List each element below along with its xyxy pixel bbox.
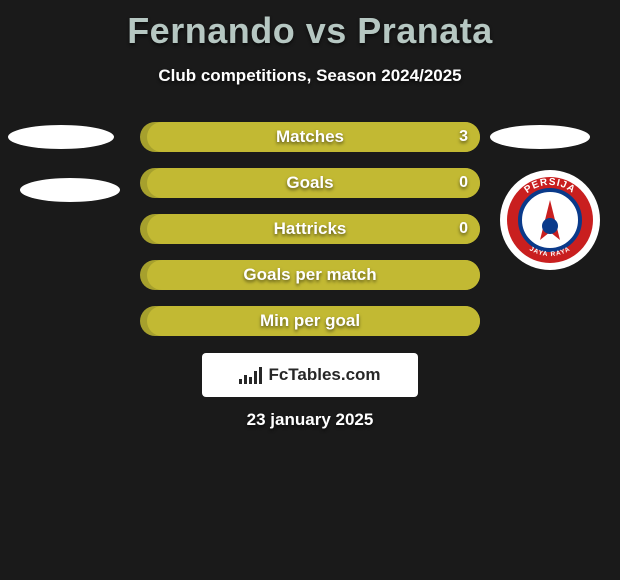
player-badge-placeholder	[490, 125, 590, 149]
club-badge-svg: PERSIJA JAYA RAYA	[500, 170, 600, 270]
stat-row: Hattricks0	[140, 214, 480, 244]
subtitle: Club competitions, Season 2024/2025	[0, 66, 620, 86]
stat-label: Hattricks	[140, 219, 480, 239]
stat-row: Goals0	[140, 168, 480, 198]
chart-icon	[239, 366, 262, 384]
stat-row: Matches3	[140, 122, 480, 152]
stat-row: Goals per match	[140, 260, 480, 290]
date-label: 23 january 2025	[0, 410, 620, 430]
watermark: FcTables.com	[202, 353, 418, 397]
club-badge-persija: PERSIJA JAYA RAYA	[500, 170, 600, 270]
stat-value-right: 0	[459, 220, 468, 238]
stat-row: Min per goal	[140, 306, 480, 336]
stat-label: Goals per match	[140, 265, 480, 285]
player-badge-placeholder	[20, 178, 120, 202]
stat-label: Matches	[140, 127, 480, 147]
page-title: Fernando vs Pranata	[0, 0, 620, 52]
stat-label: Min per goal	[140, 311, 480, 331]
player-badge-placeholder	[8, 125, 114, 149]
watermark-text: FcTables.com	[268, 365, 380, 385]
stat-value-right: 0	[459, 174, 468, 192]
comparison-bars: Matches3Goals0Hattricks0Goals per matchM…	[140, 122, 480, 352]
stat-value-right: 3	[459, 128, 468, 146]
stat-label: Goals	[140, 173, 480, 193]
